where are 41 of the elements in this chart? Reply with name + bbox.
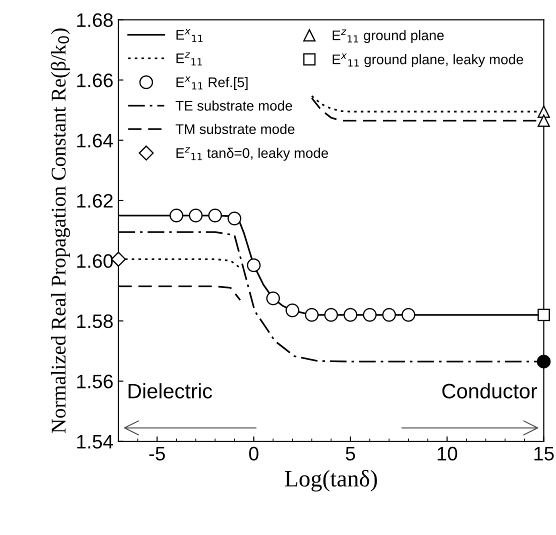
y-tick-label: 1.68 bbox=[77, 13, 113, 28]
point bbox=[344, 308, 358, 322]
legend-label: E$^{z}$$_{11}$ tanδ=0, leaky mode bbox=[176, 147, 328, 161]
point bbox=[382, 308, 396, 322]
y-tick-label: 1.64 bbox=[77, 134, 113, 148]
legend-label: TE substrate mode bbox=[176, 100, 292, 111]
y-tick-label: 1.66 bbox=[77, 73, 113, 88]
x-tick-label: 10 bbox=[438, 446, 458, 461]
annotation: Conductor bbox=[442, 383, 538, 398]
legend-label: TM substrate mode bbox=[176, 124, 294, 134]
point bbox=[286, 304, 300, 318]
x-tick-label: 5 bbox=[346, 446, 356, 461]
point bbox=[266, 291, 280, 306]
point bbox=[208, 208, 222, 222]
y-tick-label: 1.56 bbox=[77, 374, 113, 388]
point bbox=[246, 258, 261, 272]
point bbox=[228, 212, 242, 226]
x-tick-label: 15 bbox=[534, 446, 554, 461]
y-tick-label: 1.60 bbox=[77, 254, 113, 268]
x-axis-title: Log(tanδ) bbox=[284, 470, 377, 492]
annotation: Dielectric bbox=[128, 383, 212, 398]
legend-label: E$^{x}$$_{11}$ bbox=[176, 28, 203, 42]
legend-label: E$^{z}$$_{11}$ bbox=[176, 52, 202, 66]
legend-label: E$^{x}$$_{11}$ Ref.[5] bbox=[176, 76, 248, 90]
y-tick-label: 1.54 bbox=[77, 435, 113, 449]
point bbox=[538, 308, 550, 322]
x-tick-label: 0 bbox=[249, 446, 258, 461]
point bbox=[324, 308, 338, 322]
point bbox=[362, 308, 377, 322]
y-tick-label: 1.58 bbox=[77, 314, 113, 328]
point bbox=[304, 308, 319, 322]
legend-label: E$^{z}$$_{11}$ ground plane bbox=[332, 30, 444, 44]
x-tick-label: -5 bbox=[149, 446, 165, 461]
legend-label: E$^{x}$$_{11}$ ground plane, leaky mode bbox=[332, 54, 524, 68]
point bbox=[402, 308, 416, 322]
point bbox=[536, 354, 551, 368]
point bbox=[170, 208, 184, 222]
y-tick-label: 1.62 bbox=[77, 194, 113, 208]
point bbox=[538, 114, 550, 127]
point bbox=[188, 208, 203, 222]
y-axis-title: Normalized Real Propagation Constant Re(β/k$_{0}$) bbox=[50, 28, 70, 434]
